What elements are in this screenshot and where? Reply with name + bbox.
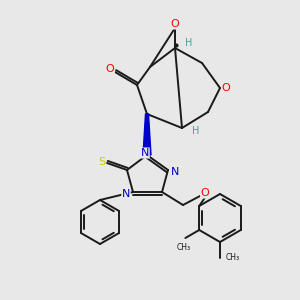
Text: H: H — [192, 126, 200, 136]
Text: O: O — [201, 188, 209, 198]
Text: N: N — [141, 148, 149, 158]
Text: CH₃: CH₃ — [226, 254, 240, 262]
Text: O: O — [106, 64, 114, 74]
Text: H: H — [185, 38, 193, 48]
Text: CH₃: CH₃ — [176, 243, 190, 252]
Polygon shape — [143, 114, 151, 155]
Text: N: N — [122, 189, 130, 199]
Text: S: S — [98, 157, 106, 167]
Text: O: O — [222, 83, 230, 93]
Text: O: O — [171, 19, 179, 29]
Text: N: N — [171, 167, 179, 177]
